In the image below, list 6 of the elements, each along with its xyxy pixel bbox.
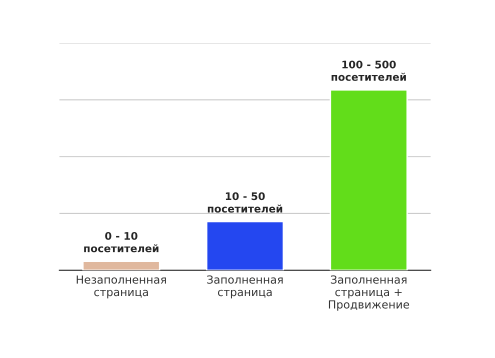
x-tick-label: Заполненная страница + Продвижение bbox=[328, 275, 410, 311]
annotation: 0 - 10 посетителей bbox=[84, 232, 158, 252]
x-tick-label: Заполненная страница bbox=[207, 275, 283, 298]
x-tick-label: Незаполненная страница bbox=[76, 275, 166, 298]
text: 100 - 500 посетителей bbox=[332, 60, 406, 81]
annotation: 10 - 50 посетителей bbox=[208, 192, 282, 213]
